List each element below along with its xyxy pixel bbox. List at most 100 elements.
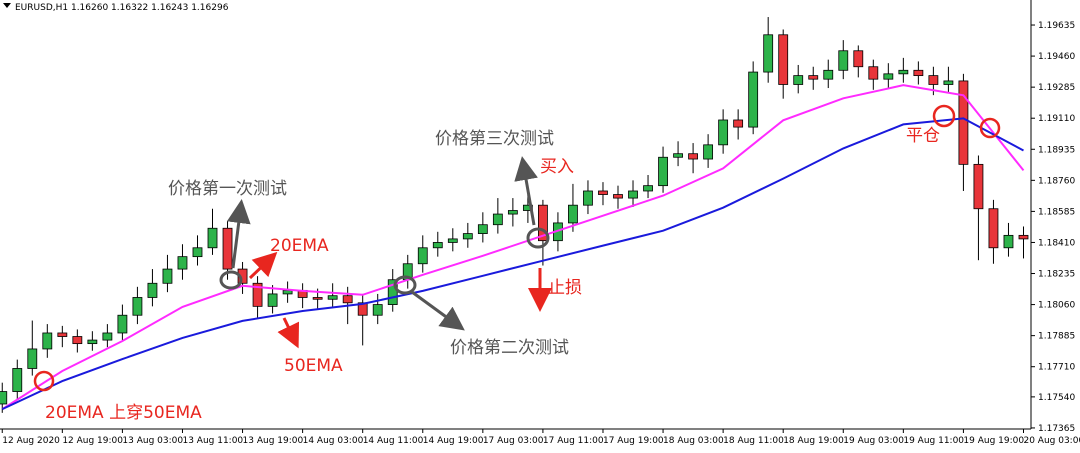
x-tick-label: 19 Aug 03:00 (843, 436, 904, 446)
y-tick-label: 1.18585 (1038, 207, 1075, 217)
circle (979, 117, 1001, 139)
arrow (277, 317, 300, 349)
plot-area (0, 17, 1029, 413)
circle (393, 275, 417, 295)
y-tick-label: 1.18060 (1038, 301, 1075, 311)
candle-body (703, 144, 714, 160)
candle-body (538, 204, 548, 242)
x-tick-label: 14 Aug 11:00 (363, 436, 424, 446)
candle-body (793, 75, 804, 85)
x-tick-label: 14 Aug 19:00 (423, 436, 484, 446)
annotation: 价格第二次测试 (450, 338, 569, 358)
candle-body (102, 332, 113, 341)
x-tick-label: 17 Aug 19:00 (603, 436, 664, 446)
candle-body (27, 348, 38, 369)
annotation: 价格第一次测试 (168, 179, 287, 199)
x-tick-label: 18 Aug 19:00 (783, 436, 844, 446)
candle-body (87, 339, 98, 345)
candle-body (838, 50, 849, 71)
x-tick-label: 18 Aug 03:00 (663, 436, 724, 446)
y-tick-label: 1.18760 (1038, 176, 1075, 186)
circle (219, 270, 243, 290)
candle-body (568, 204, 578, 224)
candle-body (477, 224, 488, 234)
x-tick-label: 13 Aug 19:00 (243, 436, 304, 446)
x-tick-label: 13 Aug 03:00 (122, 436, 183, 446)
x-tick-label: 18 Aug 11:00 (723, 436, 784, 446)
menu-triangle (3, 3, 11, 8)
candle-body (252, 282, 263, 307)
candle-body (673, 153, 683, 158)
arrow (248, 251, 278, 280)
candle-body (177, 256, 188, 270)
y-tick-label: 1.19635 (1038, 21, 1075, 31)
candle-body (327, 295, 338, 300)
candle-body (583, 190, 593, 206)
candle-body (718, 119, 729, 146)
arrow (226, 199, 251, 269)
candle-body (973, 163, 984, 210)
x-tick-label: 19 Aug 19:00 (963, 436, 1024, 446)
y-tick-label: 1.18410 (1038, 238, 1075, 248)
arrow (411, 290, 465, 331)
candle-body (928, 75, 939, 85)
annotation: 止损 (548, 278, 582, 298)
y-tick-label: 1.19460 (1038, 52, 1075, 62)
candle-body (943, 80, 954, 85)
y-tick-label: 1.18235 (1038, 270, 1075, 280)
y-tick-label: 1.17365 (1038, 424, 1075, 434)
candle-body (1018, 234, 1029, 240)
candle-body (267, 293, 278, 307)
candle-body (117, 314, 128, 334)
candle-body (12, 368, 23, 392)
candle-body (207, 227, 218, 249)
x-tick-label: 13 Aug 11:00 (182, 436, 243, 446)
x-tick-label: 12 Aug 2020 (2, 436, 60, 446)
candle-body (763, 34, 774, 73)
candle-body (868, 66, 879, 80)
candle-body (462, 233, 473, 240)
candle-body (222, 227, 233, 270)
candle-body (0, 391, 8, 405)
candle-body (447, 238, 458, 243)
circle (526, 227, 550, 249)
annotation: 20EMA 上穿50EMA (45, 403, 202, 423)
x-tick-label: 17 Aug 03:00 (483, 436, 544, 446)
candle-body (988, 208, 999, 249)
candle-body (823, 69, 834, 80)
candle-body (432, 242, 443, 249)
candle-body (898, 69, 909, 75)
candle-body (883, 73, 894, 80)
candle-body (357, 302, 368, 316)
candle-body (147, 282, 158, 298)
candle-body (598, 190, 608, 195)
annotation: 平仓 (906, 126, 940, 146)
annotation: 50EMA (284, 356, 343, 376)
arrow (514, 156, 538, 226)
annotation: 价格第三次测试 (435, 129, 554, 149)
y-tick-label: 1.19110 (1038, 114, 1075, 124)
x-tick-label: 12 Aug 19:00 (62, 436, 123, 446)
candle-body (507, 210, 518, 215)
candle-body (658, 156, 668, 187)
candle-body (958, 80, 969, 165)
circle (932, 104, 956, 128)
y-tick-label: 1.18935 (1038, 145, 1075, 155)
x-tick-label: 17 Aug 11:00 (543, 436, 604, 446)
candle-body (778, 34, 789, 85)
candle-body (643, 185, 653, 192)
candle-body (342, 295, 353, 304)
candle-body (913, 69, 924, 77)
circle (33, 370, 55, 392)
candle-body (733, 119, 744, 128)
ema-line (1, 117, 1024, 411)
candle-body (162, 268, 173, 284)
candle-body (613, 194, 623, 199)
candle-body (492, 213, 503, 226)
ema-line (1, 84, 1025, 410)
candle-body (72, 336, 83, 345)
annotation: 买入 (540, 157, 574, 177)
candle-body (387, 279, 398, 305)
annotations: 价格第一次测试 20EMA 50EMA 20EMA 上穿50EMA 价格第三次测… (33, 104, 1001, 423)
